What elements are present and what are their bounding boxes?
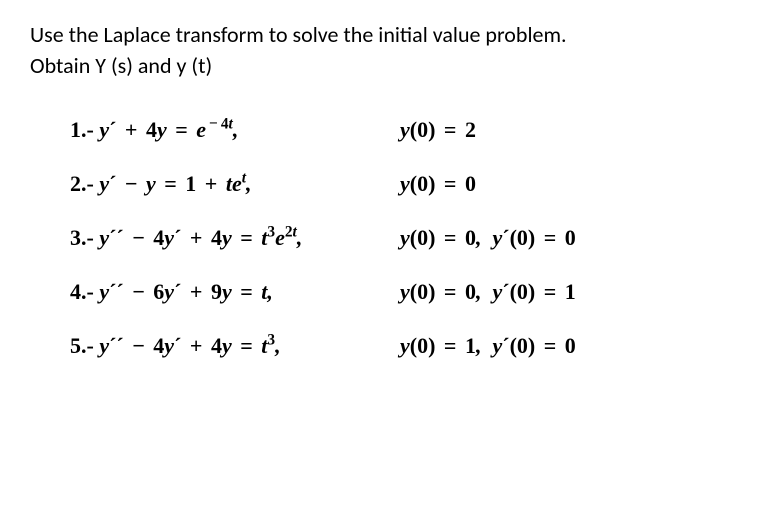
problem-row: 5.- y´´ − 4y´ + 4y = t3, y(0) = 1, y´(0)… (70, 333, 751, 359)
problem-row: 3.- y´´ − 4y´ + 4y = t3e2t, y(0) = 0, y´… (70, 225, 751, 251)
problem-row: 2.- y´ − y = 1 + tet, y(0) = 0 (70, 171, 751, 197)
instruction-line-2: Obtain Y (s) and y (t) (30, 51, 751, 82)
equation-expr: y´´ − 4y´ + 4y = t3e2t, (99, 225, 302, 250)
problem-equation: 5.- y´´ − 4y´ + 4y = t3, (70, 333, 400, 359)
problem-equation: 4.- y´´ − 6y´ + 9y = t, (70, 279, 400, 305)
equation-expr: y´´ − 6y´ + 9y = t, (99, 279, 273, 304)
problem-equation: 1.- y´ + 4y = e−4t, (70, 117, 400, 143)
equation-expr: y´ + 4y = e−4t, (99, 117, 238, 142)
instruction-line-1: Use the Laplace transform to solve the i… (30, 20, 751, 51)
problem-conditions: y(0) = 0, y´(0) = 1 (400, 279, 576, 305)
problem-number: 3.- (70, 225, 94, 250)
problem-number: 2.- (70, 171, 94, 196)
problem-conditions: y(0) = 1, y´(0) = 0 (400, 333, 576, 359)
problem-number: 1.- (70, 117, 94, 142)
instructions-block: Use the Laplace transform to solve the i… (30, 20, 751, 82)
problem-equation: 2.- y´ − y = 1 + tet, (70, 171, 400, 197)
equation-expr: y´ − y = 1 + tet, (99, 171, 251, 196)
problem-row: 1.- y´ + 4y = e−4t, y(0) = 2 (70, 117, 751, 143)
problem-conditions: y(0) = 0 (400, 171, 476, 197)
problem-conditions: y(0) = 0, y´(0) = 0 (400, 225, 576, 251)
problem-number: 4.- (70, 279, 94, 304)
equation-expr: y´´ − 4y´ + 4y = t3, (99, 333, 280, 358)
problem-equation: 3.- y´´ − 4y´ + 4y = t3e2t, (70, 225, 400, 251)
problem-row: 4.- y´´ − 6y´ + 9y = t, y(0) = 0, y´(0) … (70, 279, 751, 305)
problem-number: 5.- (70, 333, 94, 358)
problems-list: 1.- y´ + 4y = e−4t, y(0) = 2 2.- y´ − y … (30, 117, 751, 359)
problem-conditions: y(0) = 2 (400, 117, 476, 143)
